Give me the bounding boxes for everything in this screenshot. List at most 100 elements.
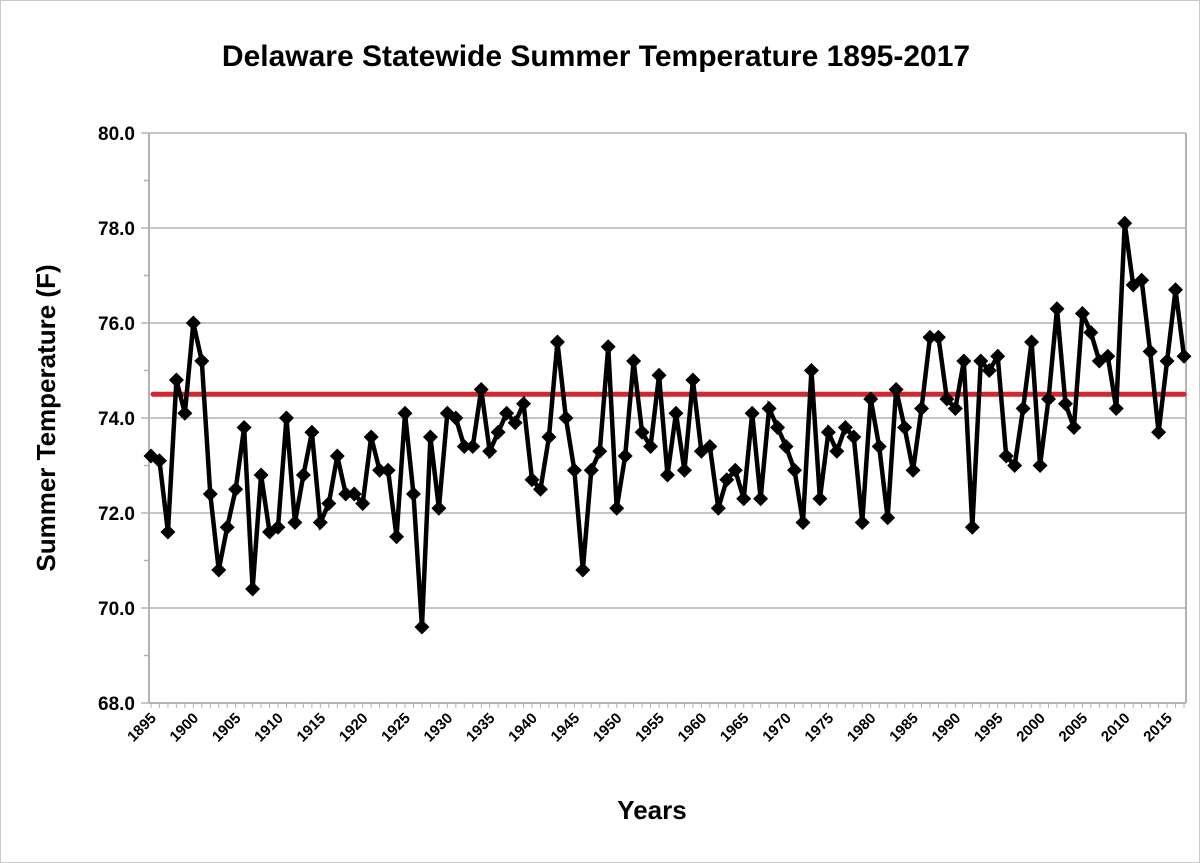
x-tick-label: 1950 (590, 710, 626, 746)
data-point-marker (1117, 215, 1133, 231)
data-point-marker (1159, 353, 1175, 369)
data-point-marker (355, 496, 371, 511)
data-point-marker (609, 500, 625, 516)
data-point-marker (270, 519, 286, 535)
x-tick-label: 1910 (251, 710, 287, 746)
data-point-marker (304, 424, 320, 440)
data-point-marker (405, 486, 421, 502)
data-point-marker (803, 363, 819, 378)
data-point-marker (228, 481, 244, 497)
x-tick-label: 2005 (1056, 710, 1092, 746)
y-tick-label: 68.0 (98, 694, 135, 715)
data-point-marker (1049, 301, 1065, 317)
x-tick-label: 1925 (378, 710, 414, 746)
data-point-marker (905, 462, 921, 478)
data-point-marker (854, 515, 870, 530)
x-tick-label: 1960 (675, 710, 711, 746)
data-point-marker (863, 391, 879, 407)
y-tick-label: 74.0 (98, 409, 135, 430)
data-point-marker (541, 429, 557, 445)
data-point-marker (346, 486, 362, 502)
data-point-marker (1100, 348, 1116, 364)
data-point-marker (177, 405, 193, 421)
x-tick-label: 1940 (505, 710, 541, 746)
x-tick-label: 1920 (336, 710, 372, 746)
data-point-marker (685, 372, 701, 388)
data-point-marker (1142, 344, 1158, 359)
x-tick-label: 1935 (463, 710, 499, 746)
data-point-marker (456, 439, 472, 454)
data-point-marker (287, 515, 303, 530)
data-point-marker (1074, 306, 1090, 321)
data-point-marker (888, 382, 904, 397)
data-point-marker (1007, 458, 1023, 473)
data-point-marker (414, 619, 430, 635)
data-point-marker (727, 462, 743, 478)
series-group (143, 215, 1192, 635)
data-point-marker (194, 353, 210, 369)
data-point-marker (736, 491, 752, 507)
data-point-marker (473, 382, 489, 397)
data-point-marker (482, 443, 498, 459)
data-point-marker (660, 467, 675, 483)
data-point-marker (973, 353, 989, 369)
data-point-marker (719, 472, 735, 488)
data-point-marker (185, 315, 201, 331)
data-point-marker (1176, 348, 1192, 364)
data-point-marker (1024, 334, 1040, 350)
data-point-marker (295, 467, 311, 483)
data-point-marker (397, 405, 413, 421)
data-point-marker (668, 405, 684, 421)
data-point-marker (363, 429, 379, 445)
data-point-marker (753, 491, 769, 507)
data-point-marker (219, 519, 235, 535)
data-point-marker (253, 467, 269, 483)
y-tick-label: 78.0 (98, 219, 135, 240)
data-point-marker (236, 420, 252, 435)
data-point-marker (981, 363, 997, 378)
data-point-marker (431, 500, 447, 516)
x-tick-label: 2000 (1013, 710, 1049, 746)
y-tick-labels: 68.0 70.0 72.0 74.0 76.0 78.0 80.0 (98, 124, 135, 715)
data-point-marker (634, 424, 650, 440)
data-point-marker (795, 515, 811, 530)
data-point-marker (829, 443, 845, 459)
data-point-marker (1015, 401, 1031, 416)
data-point-marker (837, 420, 853, 435)
x-tick-label: 1895 (124, 710, 160, 746)
data-point-marker (566, 462, 582, 478)
data-point-marker (880, 510, 896, 526)
data-point-marker (1066, 420, 1082, 435)
data-point-marker (321, 496, 337, 511)
data-point-marker (998, 448, 1014, 464)
data-point-marker (592, 443, 608, 459)
data-point-marker (1083, 325, 1099, 340)
data-point-marker (820, 424, 836, 440)
data-point-marker (168, 372, 184, 388)
data-point-marker (1134, 272, 1150, 288)
data-point-marker (448, 410, 464, 426)
y-tick-label: 80.0 (98, 124, 135, 145)
data-point-marker (651, 367, 667, 383)
x-tick-label: 1975 (802, 710, 838, 746)
data-point-marker (770, 420, 786, 435)
data-point-marker (947, 401, 963, 416)
data-point-marker (465, 439, 481, 454)
x-tick-label: 1965 (717, 710, 753, 746)
y-axis-title: Summer Temperature (F) (31, 264, 61, 571)
data-point-marker (507, 415, 523, 431)
x-tick-label: 1970 (759, 710, 795, 746)
data-point-marker (202, 486, 218, 502)
data-point-marker (211, 562, 227, 578)
data-point-marker (380, 462, 396, 478)
data-point-marker (1041, 391, 1057, 407)
data-point-marker (871, 439, 887, 454)
data-point-marker (558, 410, 574, 426)
data-point-marker (490, 424, 506, 440)
data-point-marker (372, 462, 388, 478)
data-point-marker (278, 410, 294, 426)
x-axis-title: Years (617, 795, 686, 825)
series-line (149, 222, 1187, 628)
data-point-marker (939, 391, 955, 407)
